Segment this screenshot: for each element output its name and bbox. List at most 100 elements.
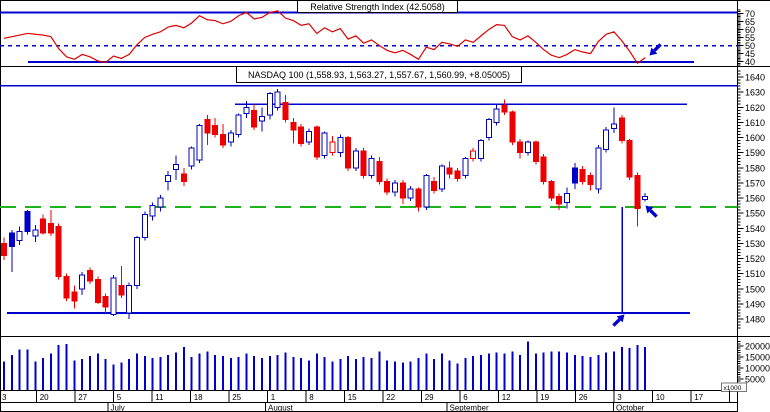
- price-axis-label: 1560: [745, 194, 765, 204]
- candlestick: [71, 291, 78, 302]
- candlestick: [40, 218, 47, 234]
- volume-bar: [120, 362, 123, 390]
- rsi-axis-label: 40: [745, 57, 755, 67]
- week-label: 6: [463, 393, 468, 402]
- candlestick: [8, 232, 15, 247]
- volume-axis-label: 15000: [745, 353, 770, 363]
- volume-bar: [409, 361, 412, 390]
- volume-bar: [581, 355, 584, 390]
- volume-bar: [542, 352, 545, 390]
- volume-bar: [495, 352, 498, 390]
- week-label: 5: [117, 393, 122, 402]
- candlestick: [501, 105, 508, 113]
- volume-bar: [214, 354, 217, 390]
- week-label: 8: [309, 393, 314, 402]
- week-label: 11: [155, 393, 164, 402]
- candlestick: [118, 285, 125, 296]
- candlestick: [110, 277, 117, 315]
- month-label: August: [268, 404, 294, 412]
- candlestick: [204, 118, 211, 134]
- x1000-label: x1000: [724, 385, 742, 392]
- candlestick: [32, 229, 39, 237]
- rsi-title-text: Relative Strength Index (42.5058): [310, 1, 445, 12]
- price-axis-label: 1580: [745, 163, 765, 173]
- candlestick: [165, 174, 172, 182]
- volume-bar: [589, 357, 592, 390]
- candlestick: [87, 270, 94, 282]
- price-axis-label: 1570: [745, 178, 765, 188]
- price-axis-label: 1630: [745, 88, 765, 98]
- volume-bar: [253, 355, 256, 390]
- volume-bar: [112, 364, 115, 390]
- week-label: 27: [78, 393, 87, 402]
- candlestick: [274, 91, 281, 108]
- candlestick: [47, 223, 54, 234]
- volume-bar: [96, 353, 99, 390]
- candlestick: [564, 192, 571, 204]
- volume-bar: [221, 355, 224, 390]
- volume-bar: [433, 359, 436, 390]
- ne-arrow-icon: [612, 318, 621, 327]
- volume-bar: [300, 358, 303, 390]
- candlestick: [392, 182, 398, 193]
- rsi-axis-label: 60: [745, 25, 755, 35]
- volume-bar: [42, 358, 45, 390]
- candlestick: [587, 174, 594, 185]
- volume-bar: [276, 354, 279, 390]
- candlestick: [227, 132, 234, 143]
- candlestick: [24, 211, 31, 232]
- price-title-text: NASDAQ 100 (1,558.93, 1,563.27, 1,557.67…: [248, 69, 510, 80]
- candlestick: [485, 118, 492, 138]
- candlestick: [493, 108, 500, 123]
- volume-bar: [339, 359, 342, 390]
- candlestick: [337, 137, 344, 154]
- candlestick: [376, 161, 383, 182]
- volume-bar: [331, 361, 334, 390]
- week-label: 3: [2, 393, 7, 402]
- volume-bar: [104, 359, 107, 390]
- week-label: 1: [271, 393, 276, 402]
- volume-bar: [167, 354, 170, 390]
- volume-bar: [440, 353, 443, 390]
- candlestick: [642, 196, 649, 201]
- volume-bar: [229, 358, 232, 390]
- volume-bar: [34, 361, 37, 390]
- price-axis-label: 1540: [745, 224, 765, 234]
- candlestick: [243, 106, 250, 114]
- candlestick: [196, 124, 203, 161]
- candlestick: [470, 150, 477, 160]
- volume-bar: [315, 353, 318, 390]
- price-axis-label: 1590: [745, 148, 765, 158]
- candlestick: [157, 197, 164, 208]
- volume-bar: [292, 357, 295, 390]
- volume-bar: [26, 349, 29, 390]
- price-axis-label: 1480: [745, 315, 765, 325]
- volume-bar: [323, 357, 326, 390]
- candlestick: [603, 129, 610, 151]
- price-axis-label: 1600: [745, 133, 765, 143]
- volume-bar: [448, 360, 451, 390]
- candlestick: [384, 180, 391, 193]
- volume-bar: [644, 347, 647, 390]
- volume-bar: [464, 358, 467, 390]
- candlestick: [329, 141, 336, 154]
- rsi-curve: [3, 10, 646, 65]
- volume-bar: [566, 352, 569, 390]
- candlestick: [548, 180, 555, 199]
- candlestick: [595, 147, 602, 190]
- candlestick: [266, 93, 273, 116]
- volume-bar: [620, 347, 623, 390]
- volume-bar: [472, 355, 475, 390]
- week-label: 26: [579, 393, 588, 402]
- volume-axis-label: 20000: [745, 342, 770, 352]
- candlestick: [235, 114, 242, 135]
- candlestick: [94, 279, 101, 303]
- x1000-box: [721, 382, 747, 392]
- volume-bar: [190, 357, 193, 390]
- candlestick: [305, 130, 312, 143]
- candlestick: [517, 141, 524, 154]
- candlestick: [259, 115, 266, 122]
- volume-bar: [307, 360, 310, 390]
